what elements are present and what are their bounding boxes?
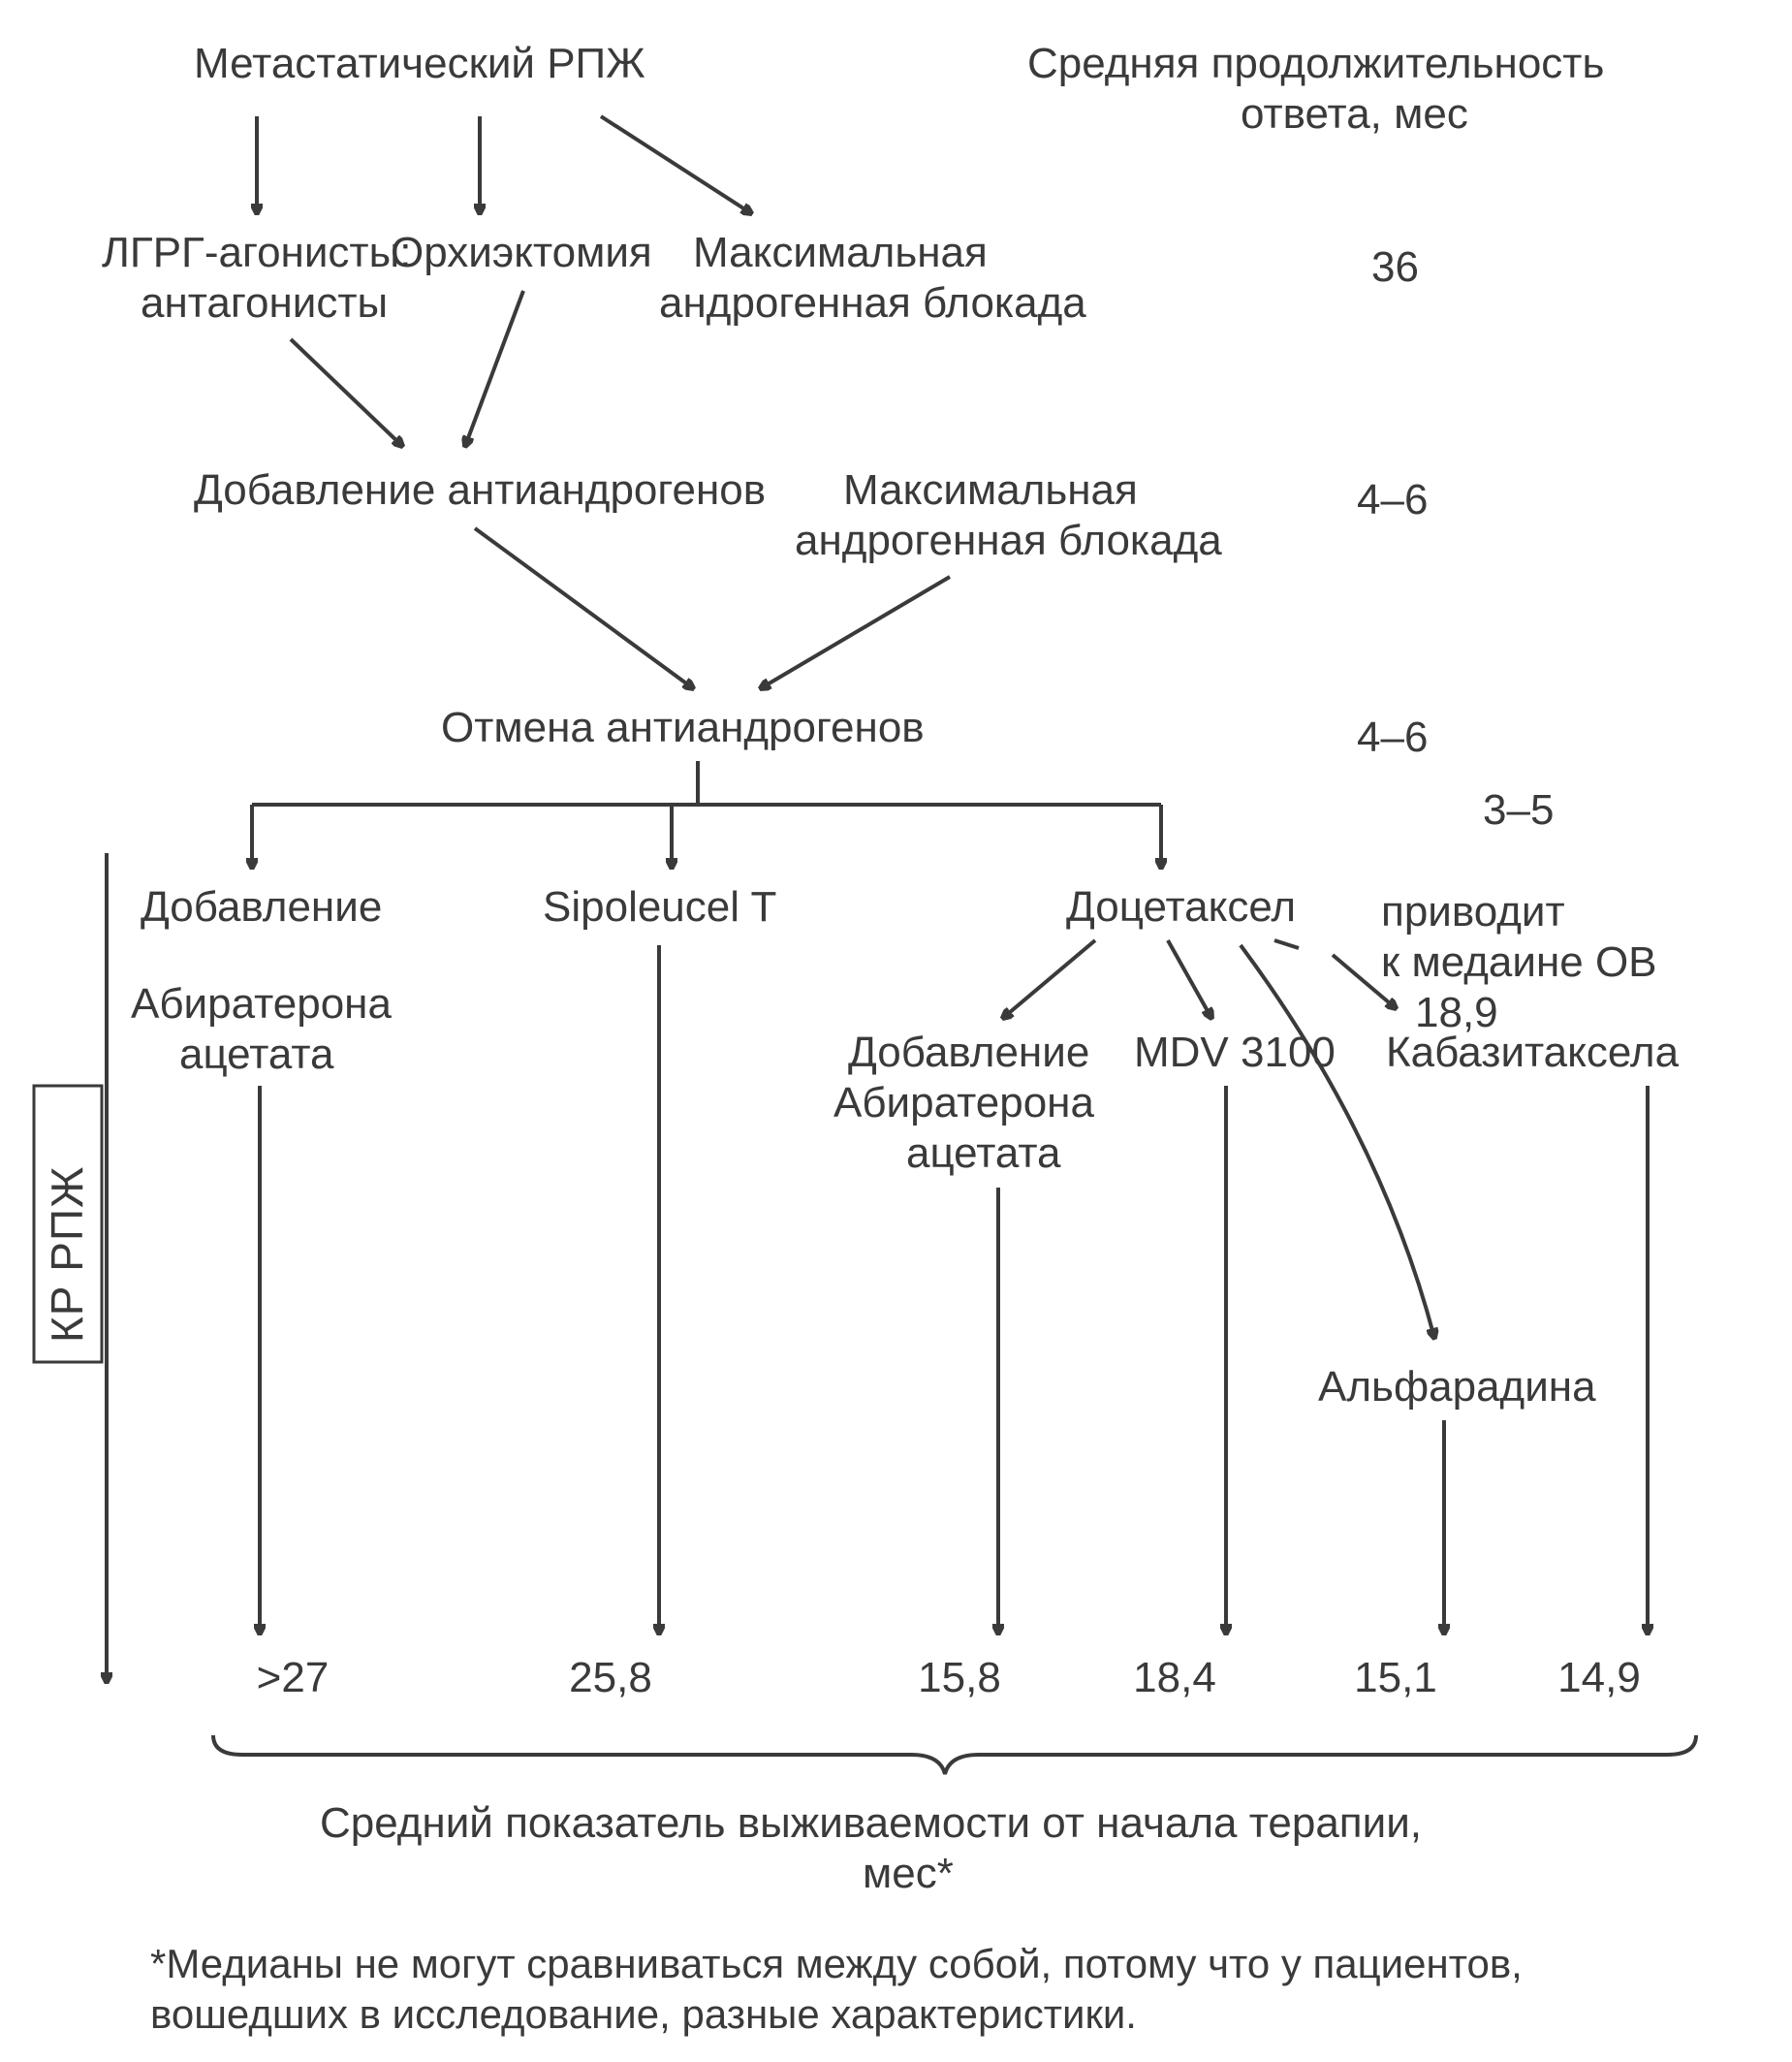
- l1-a-line2: антагонисты: [141, 279, 388, 327]
- val-3b: 3–5: [1483, 786, 1554, 834]
- bottom-values-row: >27 25,8 15,8 18,4 15,1 14,9: [257, 1654, 1641, 1701]
- branch-c-note1: приводит: [1381, 888, 1565, 936]
- branch-add: Добавление: [141, 883, 382, 931]
- l1-c-line1: Максимальная: [693, 229, 988, 276]
- edge-l2side-l3: [761, 577, 950, 688]
- header-col-line1: Средняя продолжительность: [1027, 40, 1604, 87]
- edge-root-c: [601, 116, 751, 213]
- l2-side2: андрогенная блокада: [795, 517, 1222, 564]
- drug-c1-2: Абиратерона: [833, 1079, 1094, 1126]
- branch-c-note2: к медаине ОВ: [1381, 938, 1657, 986]
- l2: Добавление антиандрогенов: [194, 466, 766, 514]
- l1-b: Орхиэктомия: [391, 229, 652, 276]
- val-1: 36: [1371, 243, 1419, 291]
- drug-c2: MDV 3100: [1134, 1029, 1336, 1076]
- drug-c3: Кабазитаксела: [1386, 1029, 1680, 1076]
- val-3: 4–6: [1357, 714, 1428, 761]
- l3: Отмена антиандрогенов: [441, 704, 925, 751]
- edge-c-sub2: [1168, 940, 1211, 1018]
- edge-c-alpha: [1241, 945, 1434, 1338]
- edge-l1b-l2: [465, 291, 523, 446]
- edge-c-sub3: [1274, 940, 1299, 948]
- drug-a1: Абиратерона: [131, 980, 392, 1028]
- bottom-value-5: 14,9: [1557, 1654, 1641, 1701]
- bottom-caption1: Средний показатель выживаемости от начал…: [320, 1799, 1422, 1847]
- bottom-caption2: мес*: [863, 1850, 954, 1897]
- l1-c-line2: андрогенная блокада: [659, 279, 1086, 327]
- edge-l1a-l2: [291, 339, 402, 446]
- drug-c1-3: ацетата: [906, 1129, 1061, 1177]
- l1-a-line1: ЛГРГ-агонисты:: [102, 229, 411, 276]
- side-label: КР РПЖ: [42, 1166, 92, 1343]
- root-node: Метастатический РПЖ: [194, 40, 645, 87]
- drug-c4: Альфарадина: [1318, 1363, 1596, 1411]
- l2-side1: Максимальная: [843, 466, 1138, 514]
- header-col-line2: ответа, мес: [1241, 90, 1468, 138]
- bottom-value-1: 25,8: [569, 1654, 652, 1701]
- footnote2: вошедших в исследование, разные характер…: [150, 1991, 1137, 2037]
- bottom-value-3: 18,4: [1133, 1654, 1216, 1701]
- branch-b: Sipoleucel T: [543, 883, 776, 931]
- drug-a2: ацетата: [179, 1031, 334, 1078]
- curly-brace: [213, 1735, 1696, 1774]
- drug-c1-1: Добавление: [848, 1029, 1089, 1076]
- edge-c-sub1: [1003, 940, 1095, 1018]
- bottom-value-4: 15,1: [1354, 1654, 1437, 1701]
- flowchart-svg: Метастатический РПЖ Средняя продолжитель…: [0, 0, 1792, 2057]
- val-2: 4–6: [1357, 476, 1428, 523]
- bottom-value-0: >27: [257, 1654, 330, 1701]
- bottom-value-2: 15,8: [918, 1654, 1001, 1701]
- edge-l2-l3: [475, 528, 693, 688]
- footnote1: *Медианы не могут сравниваться между соб…: [150, 1941, 1523, 1986]
- branch-c: Доцетаксел: [1066, 883, 1296, 931]
